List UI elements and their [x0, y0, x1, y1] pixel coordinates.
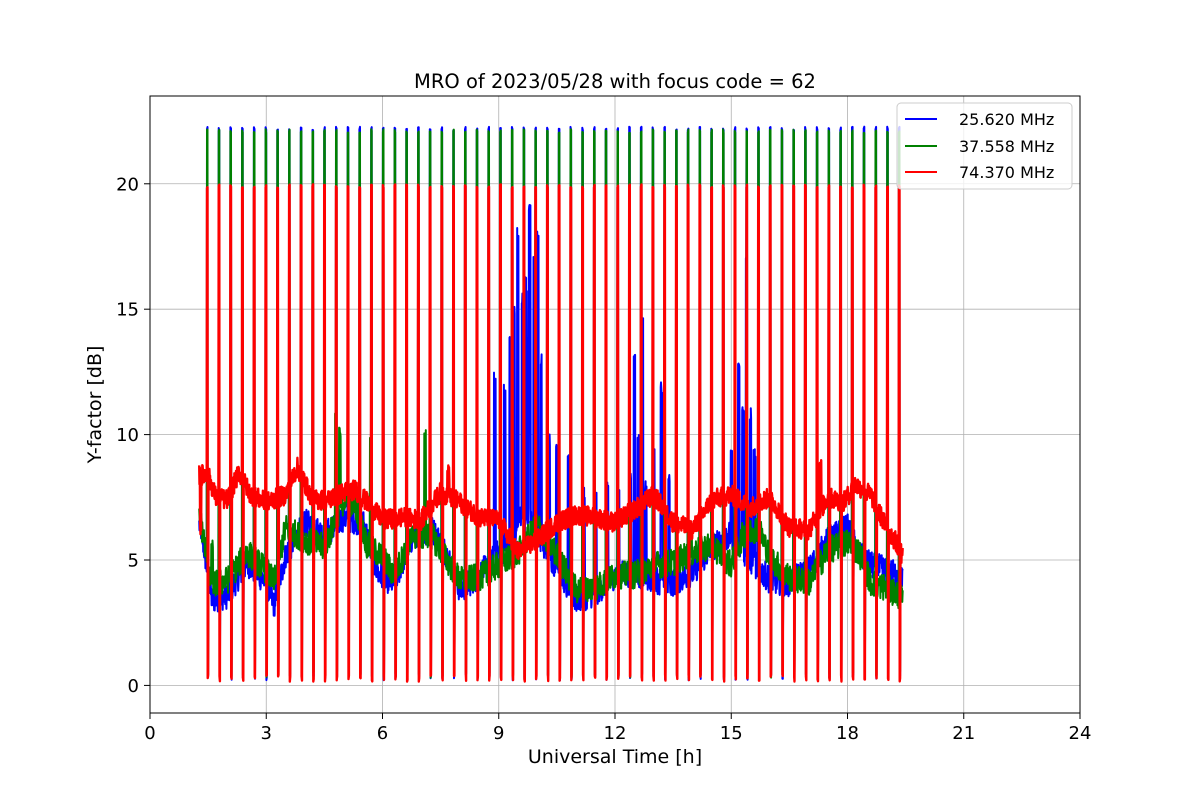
- x-tick-label: 12: [604, 723, 627, 744]
- y-axis: 0 5 10 15 20: [116, 174, 150, 697]
- x-tick-label: 0: [144, 723, 155, 744]
- y-axis-label: Y-factor [dB]: [84, 346, 106, 465]
- legend-label-2: 74.370 MHz: [959, 163, 1054, 182]
- x-axis: 0 3 6 9 12 15 18 21 24: [144, 713, 1091, 744]
- x-tick-label: 3: [261, 723, 272, 744]
- x-tick-label: 15: [720, 723, 743, 744]
- x-tick-label: 18: [836, 723, 859, 744]
- x-tick-label: 21: [952, 723, 975, 744]
- x-tick-label: 9: [493, 723, 504, 744]
- legend-label-0: 25.620 MHz: [959, 110, 1054, 129]
- y-tick-label: 5: [128, 551, 139, 572]
- legend: 25.620 MHz 37.558 MHz 74.370 MHz: [896, 102, 1073, 190]
- y-tick-label: 10: [116, 425, 139, 446]
- legend-box: [896, 102, 1073, 190]
- y-tick-label: 0: [128, 676, 139, 697]
- x-tick-label: 6: [377, 723, 388, 744]
- x-tick-label: 24: [1069, 723, 1092, 744]
- chart-title: MRO of 2023/05/28 with focus code = 62: [414, 70, 816, 93]
- y-tick-label: 20: [116, 174, 139, 195]
- legend-label-1: 37.558 MHz: [959, 137, 1054, 156]
- series-layer: [198, 125, 904, 683]
- x-axis-label: Universal Time [h]: [528, 746, 702, 768]
- series-line-3: [198, 183, 904, 683]
- y-tick-label: 15: [116, 300, 139, 321]
- series-line-2: [198, 128, 904, 679]
